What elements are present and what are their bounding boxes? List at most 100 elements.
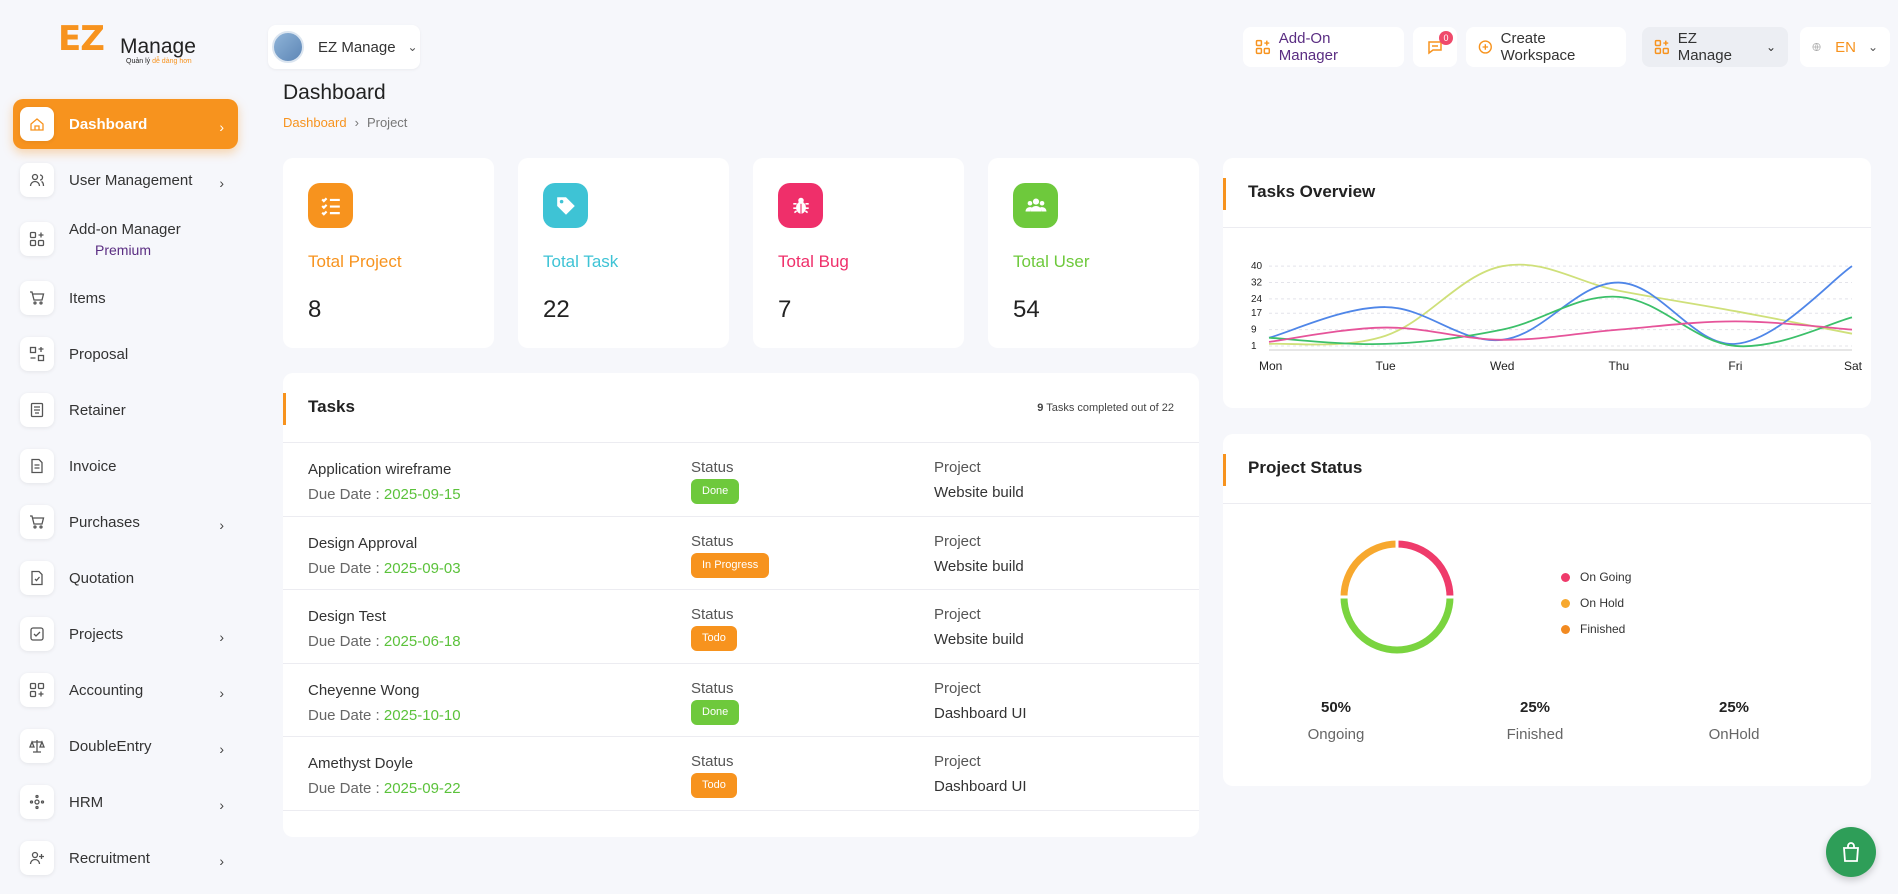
chevron-right-icon: ›: [219, 685, 224, 701]
overview-card-header: Tasks Overview: [1223, 158, 1871, 228]
workspace-switch-button[interactable]: EZ Manage ⌄: [1642, 27, 1788, 67]
status-badge: Todo: [691, 626, 737, 651]
legend-dot: [1561, 624, 1570, 634]
stat-title: Total Bug: [778, 252, 849, 271]
language-label: EN: [1835, 38, 1856, 56]
accent-bar: [1223, 178, 1226, 210]
stat-title: Total Task: [543, 252, 619, 271]
breadcrumb-dashboard[interactable]: Dashboard: [283, 115, 347, 130]
workspace-select[interactable]: EZ Manage ⌄: [268, 25, 420, 69]
workspace-avatar: [272, 31, 304, 63]
addon-icon: [20, 222, 54, 256]
status-label: Status: [691, 459, 734, 476]
sidebar-item-accounting[interactable]: Accounting ›: [13, 665, 238, 715]
x-tick-label: Wed: [1490, 359, 1514, 373]
sidebar-item-items[interactable]: Items: [13, 273, 238, 323]
project-label: Project: [934, 679, 981, 697]
sidebar-item-projects[interactable]: Projects ›: [13, 609, 238, 659]
chevron-right-icon: ›: [219, 175, 224, 191]
sidebar-item-invoice[interactable]: Invoice: [13, 441, 238, 491]
y-tick-label: 24: [1251, 294, 1263, 305]
task-row[interactable]: Design Approval Due Date : 2025-09-03 Stat…: [283, 517, 1199, 590]
proposal-icon: [20, 337, 54, 371]
task-row[interactable]: Cheyenne Wong Due Date : 2025-10-10 Status…: [283, 664, 1199, 737]
x-tick-label: Thu: [1608, 359, 1629, 373]
logo-ez: EZ: [58, 19, 105, 59]
recruit-icon: [20, 841, 54, 875]
legend-dot: [1561, 598, 1570, 608]
legend-label: Finished: [1580, 622, 1626, 636]
accent-bar: [283, 393, 286, 425]
chevron-down-icon: ⌄: [407, 40, 418, 54]
task-name: Amethyst Doyle: [308, 755, 414, 772]
messages-count-badge: 0: [1439, 31, 1453, 45]
stat-onhold-value: 25%: [1718, 699, 1750, 716]
status-label: Status: [691, 679, 734, 697]
sidebar-item-quotation[interactable]: Quotation: [13, 553, 238, 603]
donut-slice-finished[interactable]: [1337, 537, 1399, 599]
status-label: Status: [691, 753, 734, 770]
app-logo[interactable]: EZ Manage Quản lý dễ dàng hơn: [58, 22, 198, 68]
sidebar-item-label: DoubleEntry: [69, 737, 152, 755]
sidebar-item-label: Quotation: [69, 569, 135, 587]
chevron-down-icon: ⌄: [1765, 40, 1776, 54]
task-due: Due Date : 2025-09-22: [308, 780, 461, 797]
sidebar-item-proposal[interactable]: Proposal: [13, 329, 238, 379]
donut-slice-on-hold[interactable]: [1337, 595, 1457, 657]
sidebar-item-hrm[interactable]: HRM ›: [13, 777, 238, 827]
y-tick-label: 9: [1251, 325, 1257, 336]
sidebar-item-label: Accounting: [69, 681, 144, 699]
project-status-header: Project Status: [1223, 434, 1871, 504]
overview-title: Tasks Overview: [1248, 182, 1376, 201]
task-row[interactable]: Application wireframe Due Date : 2025-09-…: [283, 443, 1199, 517]
addon-manager-button[interactable]: Add-On Manager: [1243, 27, 1404, 67]
stat-card-projects: Total Project 8: [283, 158, 494, 348]
tasks-overview-card: Tasks Overview 1 9 17 24 32 40 Mon Tue Wed Thu Fri…: [1223, 158, 1871, 408]
stat-value: 54: [1013, 296, 1040, 323]
breadcrumb-separator: ›: [354, 115, 359, 130]
sidebar-item-user-management[interactable]: User Management ›: [13, 155, 238, 205]
retainer-icon: [20, 393, 54, 427]
tag-icon: [543, 183, 588, 228]
project-status-card: Project Status On Going On Hold Finished 5…: [1223, 434, 1871, 786]
chevron-right-icon: ›: [219, 853, 224, 869]
sidebar-item-label: Purchases: [69, 513, 140, 531]
project-status-legend: On Going On Hold Finished: [1561, 564, 1631, 642]
stat-finished-label: Finished: [1506, 726, 1564, 743]
legend-dot: [1561, 572, 1570, 582]
task-row[interactable]: Amethyst Doyle Due Date : 2025-09-22 Statu…: [283, 737, 1199, 811]
create-workspace-button[interactable]: Create Workspace: [1466, 27, 1626, 67]
x-tick-label: Fri: [1728, 359, 1742, 373]
plus-circle-icon: [1478, 40, 1492, 54]
shopping-bag-button[interactable]: [1826, 827, 1876, 877]
sidebar: EZ Manage Quản lý dễ dàng hơn Dashboard ›…: [0, 0, 250, 894]
donut-slice-on-going[interactable]: [1395, 537, 1457, 599]
sidebar-item-recruitment[interactable]: Recruitment ›: [13, 833, 238, 883]
stat-ongoing-label: Ongoing: [1307, 726, 1365, 743]
messages-button[interactable]: 0: [1413, 27, 1457, 67]
series-line-0: [1268, 263, 1853, 346]
chevron-right-icon: ›: [219, 629, 224, 645]
task-row[interactable]: Design Test Due Date : 2025-06-18 Status To…: [283, 590, 1199, 664]
chevron-right-icon: ›: [219, 119, 224, 135]
sidebar-item-retainer[interactable]: Retainer: [13, 385, 238, 435]
tasks-card: Tasks 9 Tasks completed out of 22 Applic…: [283, 373, 1199, 837]
y-tick-label: 1: [1251, 341, 1257, 352]
sidebar-item-label: Proposal: [69, 345, 129, 363]
sidebar-item-doubleentry[interactable]: DoubleEntry ›: [13, 721, 238, 771]
users-icon: [20, 163, 54, 197]
project-label: Project: [934, 459, 981, 476]
sidebar-item-purchases[interactable]: Purchases ›: [13, 497, 238, 547]
accent-bar: [1223, 454, 1226, 486]
status-badge: In Progress: [691, 552, 770, 578]
legend-label: On Going: [1580, 570, 1632, 584]
sidebar-item-label: Add-on Manager: [69, 220, 181, 238]
sidebar-nav: Dashboard › User Management › Add-on Manager…: [13, 99, 238, 889]
language-button[interactable]: EN ⌄: [1800, 27, 1890, 67]
sidebar-item-add-on-manager[interactable]: Add-on Manager Premium: [13, 211, 238, 267]
sidebar-item-dashboard[interactable]: Dashboard ›: [13, 99, 238, 149]
task-name: Application wireframe: [308, 461, 452, 478]
legend-item: On Hold: [1561, 590, 1631, 616]
legend-label: On Hold: [1580, 596, 1625, 610]
chevron-right-icon: ›: [219, 517, 224, 533]
